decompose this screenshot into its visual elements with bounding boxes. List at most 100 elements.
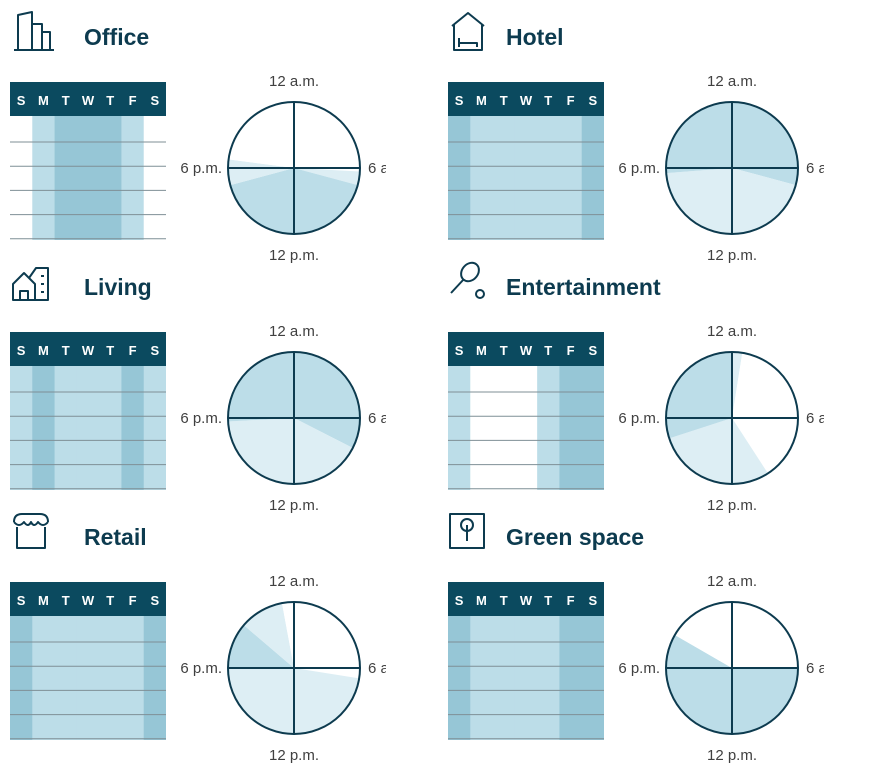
day-column: [32, 366, 55, 490]
day-letter: W: [520, 93, 533, 108]
clock-outline: [665, 351, 799, 485]
day-column: [121, 116, 145, 240]
day-letter: W: [82, 593, 95, 608]
day-column: [76, 116, 100, 240]
day-letter: T: [500, 93, 508, 108]
day-column: [99, 616, 122, 740]
clock-segment: [665, 352, 732, 439]
day-column: [537, 366, 560, 490]
day-letter: W: [520, 343, 533, 358]
clock-outline: [227, 601, 361, 735]
week-header: [448, 332, 604, 366]
day-column: [514, 616, 538, 740]
day-letter: M: [38, 93, 49, 108]
day-letter: M: [476, 93, 487, 108]
day-column: [581, 116, 604, 240]
panel-title-retail: Retail: [84, 524, 147, 550]
clock-label-6pm: 6 p.m.: [180, 410, 222, 427]
clock-segment: [294, 168, 360, 186]
day-column: [121, 616, 145, 740]
day-column: [514, 366, 538, 490]
clock-segment: [666, 168, 796, 235]
day-letter: S: [589, 593, 598, 608]
tennis-racket-icon: [450, 261, 485, 299]
day-clock-office: 12 a.m. 6 a.m. 12 p.m. 6 p.m.: [180, 73, 386, 264]
clock-label-midnight: 12 a.m.: [707, 323, 757, 340]
clock-label-6am: 6 a.m.: [368, 410, 386, 427]
week-header: [10, 582, 166, 616]
office-building-icon: [14, 11, 54, 51]
clock-segment: [227, 352, 294, 422]
day-column: [492, 616, 516, 740]
clock-segment: [732, 352, 743, 418]
day-column: [32, 616, 55, 740]
day-column: [559, 116, 583, 240]
tree-icon: [449, 513, 485, 549]
day-clock-entertainment: 12 a.m. 6 a.m. 12 p.m. 6 p.m.: [618, 323, 824, 514]
clock-segment: [732, 602, 798, 668]
day-column: [581, 366, 604, 490]
day-letter: M: [38, 593, 49, 608]
clock-segment: [732, 102, 798, 186]
clock-label-6am: 6 a.m.: [368, 160, 386, 177]
day-letter: S: [455, 93, 464, 108]
day-letter: W: [82, 93, 95, 108]
house-icon: [12, 267, 49, 301]
day-column: [76, 616, 100, 740]
day-column: [492, 366, 516, 490]
clock-segment: [243, 603, 294, 668]
clock-outline: [665, 601, 799, 735]
clock-label-midnight: 12 a.m.: [269, 73, 319, 90]
day-letter: F: [567, 93, 575, 108]
clock-label-noon: 12 p.m.: [707, 747, 757, 764]
storefront-icon: [13, 513, 49, 549]
clock-label-midnight: 12 a.m.: [707, 573, 757, 590]
day-column: [492, 116, 516, 240]
day-letter: T: [106, 93, 114, 108]
clock-segment: [669, 418, 768, 485]
day-column: [54, 616, 78, 740]
week-header: [448, 82, 604, 116]
clock-label-noon: 12 p.m.: [269, 747, 319, 764]
day-letter: M: [38, 343, 49, 358]
day-column: [470, 366, 493, 490]
day-letter: T: [544, 93, 552, 108]
clock-outline: [665, 101, 799, 235]
day-column: [99, 366, 122, 490]
day-letter: T: [500, 593, 508, 608]
panel-title-hotel: Hotel: [506, 24, 564, 50]
week-header: [10, 332, 166, 366]
clock-label-noon: 12 p.m.: [707, 497, 757, 514]
clock-outline: [227, 101, 361, 235]
hotel-bed-icon: [451, 12, 485, 51]
clock-label-midnight: 12 a.m.: [269, 573, 319, 590]
clock-segment: [294, 602, 361, 679]
clock-segment: [665, 102, 732, 174]
day-column: [448, 116, 471, 240]
day-column: [537, 116, 560, 240]
day-column: [514, 116, 538, 240]
clock-label-6pm: 6 p.m.: [618, 660, 660, 677]
day-letter: T: [62, 93, 70, 108]
day-column: [559, 366, 583, 490]
clock-label-6am: 6 a.m.: [806, 160, 824, 177]
day-letter: F: [129, 343, 137, 358]
day-column: [10, 616, 33, 740]
day-column: [448, 616, 471, 740]
day-letter: S: [455, 343, 464, 358]
clock-label-noon: 12 p.m.: [269, 247, 319, 264]
day-column: [10, 116, 33, 240]
day-column: [121, 366, 145, 490]
panel-title-green-space: Green space: [506, 524, 645, 550]
day-clock-green-space: 12 a.m. 6 a.m. 12 p.m. 6 p.m.: [618, 573, 824, 764]
day-letter: S: [151, 593, 160, 608]
clock-label-6pm: 6 p.m.: [618, 160, 660, 177]
